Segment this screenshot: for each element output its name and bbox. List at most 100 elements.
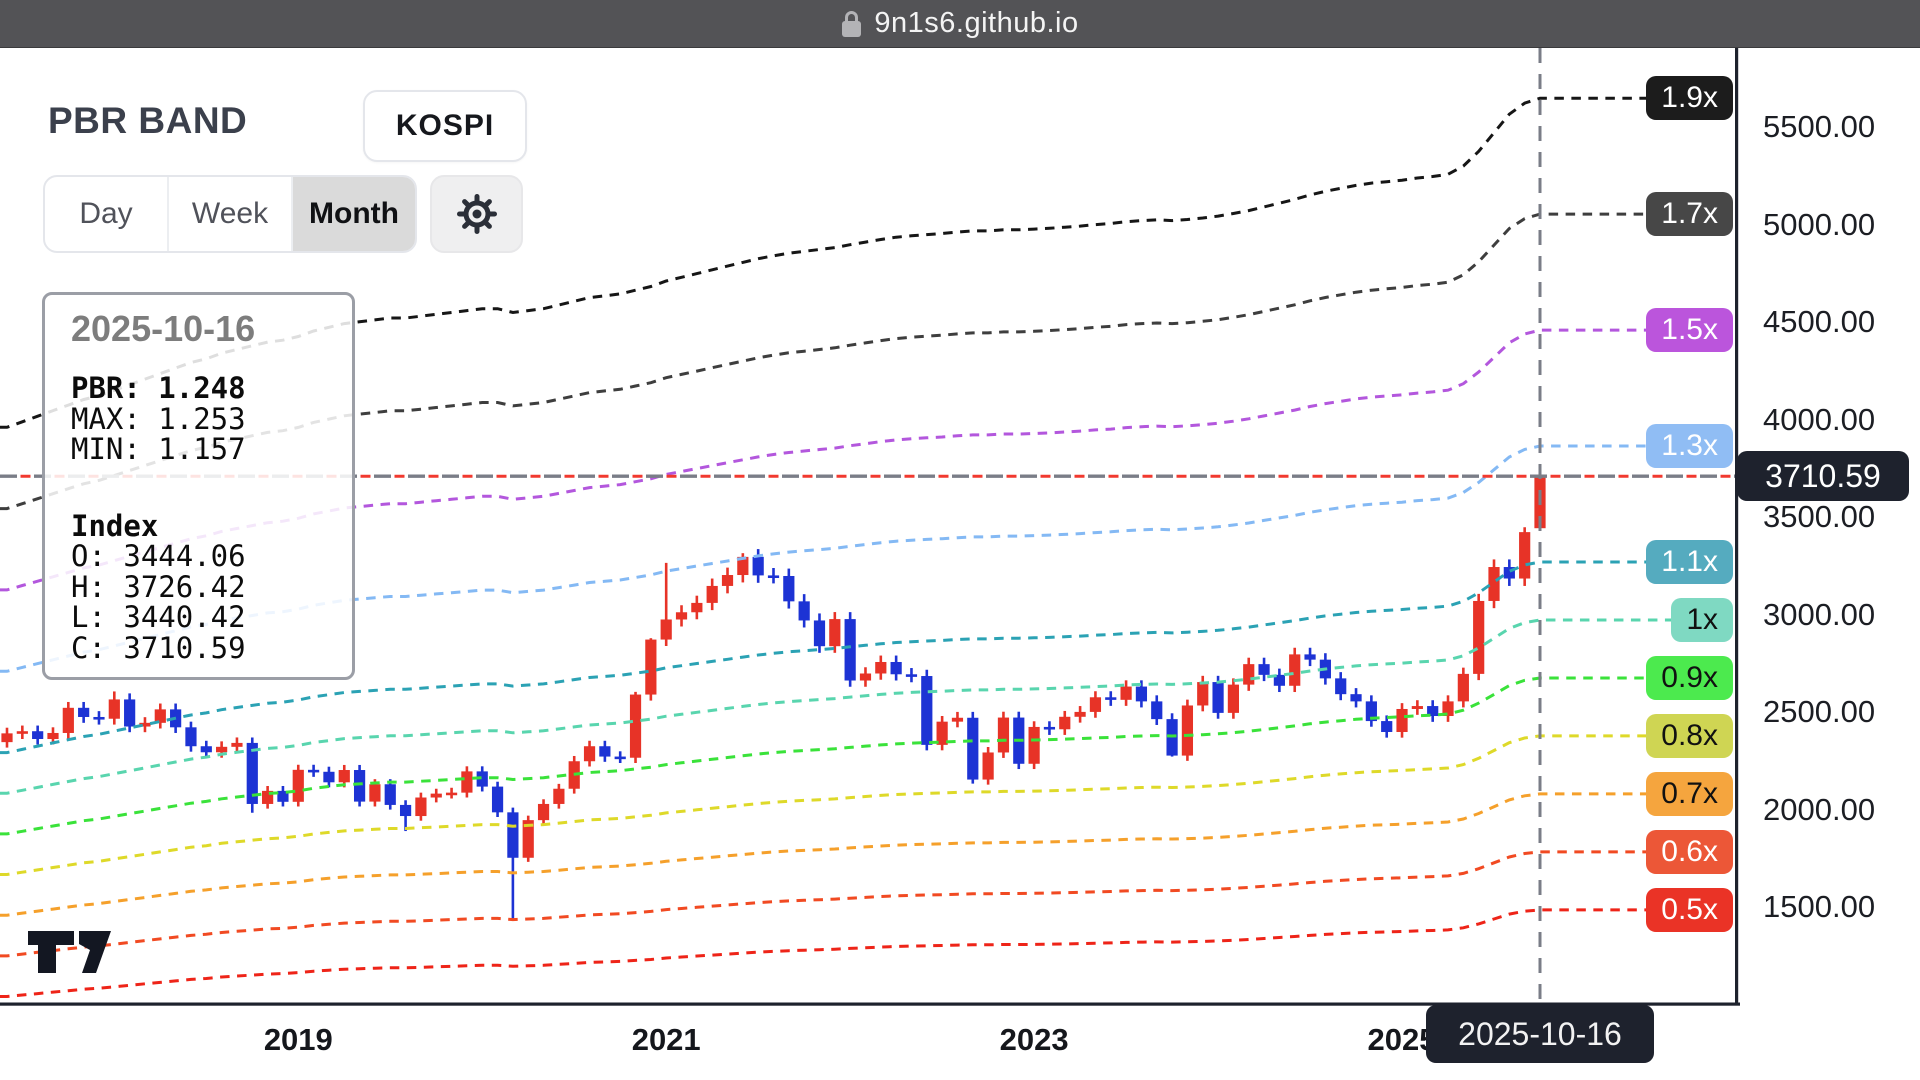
candle-2017-06+18: [277, 790, 289, 802]
candle-2017-06+99: [1519, 532, 1531, 579]
tradingview-logo[interactable]: [28, 930, 113, 975]
candle-2017-06+96: [1473, 600, 1485, 674]
candle-2017-06+43: [660, 619, 672, 640]
crosshair-date-badge: 2025-10-16: [1426, 1005, 1654, 1063]
candle-2017-06+30: [461, 771, 473, 793]
timeframe-month[interactable]: Month: [293, 177, 415, 251]
crosshair-tooltip: 2025-10-16 PBR: 1.248 MAX: 1.253 MIN: 1.…: [42, 292, 355, 680]
price-label-3500.00: 3500.00: [1763, 499, 1876, 535]
candle-2017-06+47: [721, 575, 734, 586]
candle-2017-06+26: [399, 804, 412, 817]
candle-2017-06+78: [1197, 682, 1209, 706]
candle-2017-06+12: [185, 727, 197, 747]
price-label-4500.00: 4500.00: [1763, 304, 1876, 340]
candle-2017-06+23: [353, 770, 366, 802]
candle-2017-06+80: [1227, 684, 1239, 713]
timeframe-segmented-control: Day Week Month: [43, 175, 417, 253]
candle-2017-06+33: [507, 812, 519, 858]
candle-2017-06+9: [139, 722, 151, 727]
band-badge-0.7x: 0.7x: [1646, 771, 1733, 816]
candle-2017-06+84: [1289, 654, 1301, 686]
candle-2017-06+5: [78, 707, 90, 717]
candle-2017-06+35: [537, 803, 550, 821]
candle-2017-06+94: [1442, 701, 1454, 717]
candle-2017-06+0: [1, 733, 13, 743]
band-badge-1x: 1x: [1671, 598, 1733, 642]
candle-2017-06+58: [890, 661, 902, 675]
band-badge-1.1x: 1.1x: [1646, 540, 1733, 584]
page-title: PBR BAND: [48, 100, 248, 141]
year-label-2023: 2023: [999, 1022, 1069, 1057]
band-line-1.1x: [0, 560, 1733, 755]
candle-2017-06+4: [62, 707, 74, 733]
candle-2017-06+69: [1059, 716, 1071, 730]
symbol-button-kospi[interactable]: KOSPI: [363, 90, 527, 162]
url-text: 9n1s6.github.io: [874, 7, 1079, 39]
candle-2017-06+90: [1381, 721, 1393, 732]
band-badge-1.5x: 1.5x: [1646, 308, 1733, 353]
candle-2017-06+81: [1243, 664, 1255, 685]
candle-2017-06+44: [675, 612, 688, 620]
price-label-1500.00: 1500.00: [1763, 889, 1876, 925]
band-badge-1.7x: 1.7x: [1646, 192, 1733, 237]
candle-2017-06+17: [262, 790, 274, 804]
gear-icon: [456, 194, 497, 234]
candle-2017-06+53: [813, 620, 826, 647]
band-badge-0.9x: 0.9x: [1646, 656, 1733, 700]
candle-2017-06+85: [1304, 654, 1316, 660]
lock-icon: [842, 10, 862, 37]
candle-2017-06+32: [491, 786, 504, 813]
candle-2017-06+40: [614, 756, 626, 760]
candle-2017-06+50: [767, 575, 780, 579]
candle-2017-06+8: [124, 699, 136, 727]
tooltip-spacer: [71, 465, 342, 511]
candle-2017-06+38: [583, 746, 596, 762]
candle-2017-06+16: [246, 742, 258, 804]
candle-2017-06+22: [338, 770, 350, 783]
candle-2017-06+92: [1411, 706, 1423, 709]
candle-2017-06+57: [875, 661, 887, 674]
candle-2017-06+48: [737, 556, 749, 576]
candle-2017-06+2: [32, 731, 44, 740]
band-line-0.7x: [0, 792, 1733, 917]
candle-2017-06+13: [200, 746, 212, 753]
tooltip-index-header: Index: [71, 508, 159, 543]
tooltip-close: C: 3710.59: [71, 630, 246, 665]
candle-2017-06+54: [829, 619, 841, 647]
candle-2017-06+34: [522, 820, 534, 858]
candle-2017-06+45: [691, 602, 703, 613]
tooltip-open: O: 3444.06: [71, 539, 246, 573]
candle-2017-06+3: [47, 732, 59, 740]
candle-2017-06+59: [905, 674, 918, 677]
timeframe-week[interactable]: Week: [169, 177, 293, 251]
candle-2017-06+72: [1105, 697, 1117, 700]
candle-2017-06+10: [154, 709, 166, 723]
price-label-3000.00: 3000.00: [1763, 596, 1876, 632]
candle-2017-06+60: [921, 676, 933, 745]
price-label-2500.00: 2500.00: [1763, 694, 1876, 730]
candle-2017-06+83: [1273, 674, 1285, 686]
tooltip-max: MAX: 1.253: [71, 401, 246, 436]
band-line-0.9x: [0, 676, 1733, 836]
settings-button[interactable]: [430, 175, 523, 253]
candle-2017-06+56: [859, 673, 872, 681]
candle-2017-06+97: [1488, 567, 1500, 601]
price-label-2000.00: 2000.00: [1763, 791, 1876, 827]
band-badge-1.3x: 1.3x: [1646, 424, 1733, 468]
candle-2017-06+51: [783, 575, 795, 602]
timeframe-day[interactable]: Day: [45, 177, 169, 251]
candle-2017-06+7: [108, 699, 120, 719]
candle-2017-06+27: [415, 797, 427, 817]
candle-2017-06+91: [1396, 708, 1408, 732]
band-badge-0.5x: 0.5x: [1646, 887, 1733, 932]
candle-2017-06+62: [951, 717, 964, 722]
candle-2017-06+25: [384, 784, 396, 805]
candle-2017-06+28: [430, 793, 442, 798]
browser-address-bar[interactable]: 9n1s6.github.io: [0, 0, 1920, 48]
band-badge-1.9x: 1.9x: [1646, 76, 1733, 121]
year-label-2019: 2019: [263, 1022, 333, 1057]
candle-2017-06+55: [844, 619, 856, 681]
last-price-badge: 3710.59: [1737, 451, 1909, 502]
